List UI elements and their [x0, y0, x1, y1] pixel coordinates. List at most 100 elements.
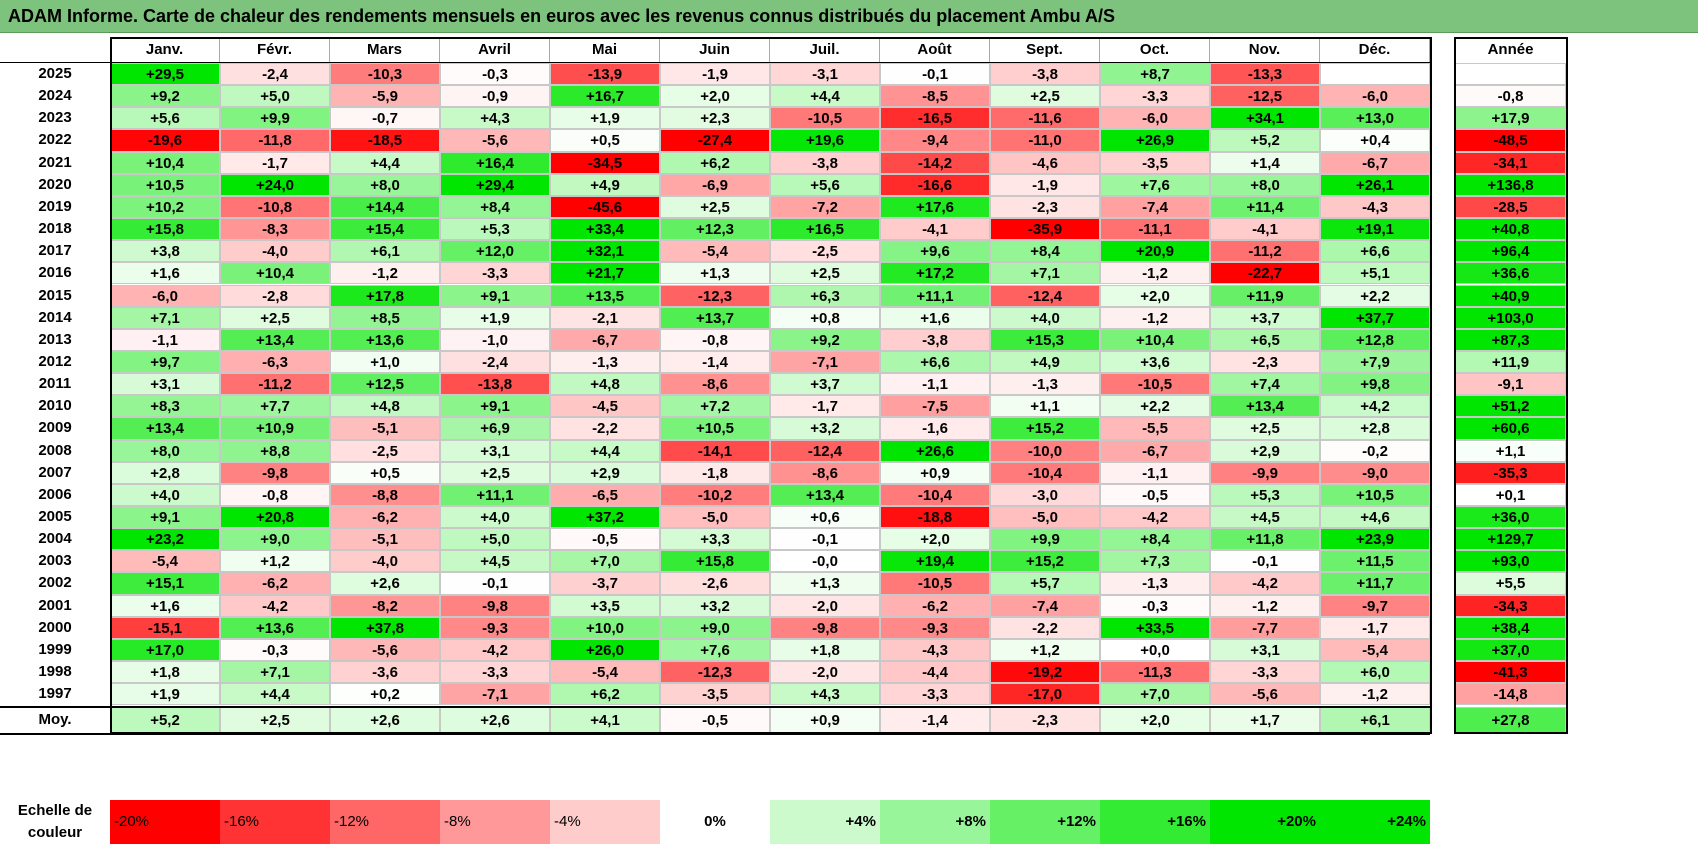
average-cell: -1,4: [880, 707, 990, 734]
heatmap-cell: +3,1: [1210, 638, 1320, 662]
heatmap-cell: +1,3: [660, 262, 770, 285]
heatmap-cell: -4,5: [550, 395, 660, 418]
heatmap-cell: +12,8: [1320, 328, 1430, 351]
heatmap-cell: +9,9: [220, 107, 330, 130]
heatmap-cell: +7,6: [660, 638, 770, 662]
heatmap-cell: -1,2: [1320, 683, 1430, 706]
annual-cell: +136,8: [1455, 173, 1566, 196]
legend-swatch: -4%: [550, 800, 660, 844]
heatmap-cell: -3,3: [1100, 85, 1210, 108]
heatmap-cell: -4,2: [440, 638, 550, 662]
page-title: ADAM Informe. Carte de chaleur des rende…: [0, 0, 1698, 33]
heatmap-cell: -10,5: [1100, 373, 1210, 396]
heatmap-cell: +2,5: [990, 85, 1100, 108]
heatmap-cell: +3,1: [440, 439, 550, 462]
heatmap-cell: +7,0: [550, 550, 660, 573]
heatmap-cell: +5,2: [1210, 129, 1320, 152]
heatmap-cell: -4,3: [880, 638, 990, 662]
heatmap-cell: +33,4: [550, 218, 660, 241]
heatmap-cell: +37,7: [1320, 306, 1430, 329]
heatmap-cell: -27,4: [660, 129, 770, 152]
heatmap-cell: -15,1: [110, 616, 220, 639]
legend-swatch: 0%: [660, 800, 770, 844]
heatmap-cell: -4,6: [990, 151, 1100, 174]
row-label: 2018: [0, 218, 110, 241]
heatmap-cell: +37,2: [550, 506, 660, 529]
heatmap-cell: +8,0: [110, 439, 220, 462]
separator-line: [0, 733, 1430, 736]
heatmap-cell: +4,4: [330, 151, 440, 174]
heatmap-cell: -10,5: [770, 107, 880, 130]
row-label: 1997: [0, 683, 110, 706]
heatmap-cell: -3,8: [770, 151, 880, 174]
heatmap-cell: +15,8: [660, 550, 770, 573]
heatmap-cell: -6,2: [330, 506, 440, 529]
column-header: Déc.: [1320, 37, 1430, 62]
heatmap-cell: -5,5: [1100, 417, 1210, 440]
annual-cell: -14,8: [1455, 683, 1566, 706]
row-label: 2000: [0, 616, 110, 639]
heatmap-cell: +26,6: [880, 439, 990, 462]
heatmap-cell: -6,0: [110, 284, 220, 307]
heatmap-cell: -9,8: [770, 616, 880, 639]
heatmap-cell: +6,0: [1320, 661, 1430, 684]
heatmap-cell: -1,3: [990, 373, 1100, 396]
heatmap-cell: +4,4: [770, 85, 880, 108]
heatmap-cell: +4,0: [440, 506, 550, 529]
heatmap-cell: -2,5: [770, 240, 880, 263]
heatmap-cell: -11,6: [990, 107, 1100, 130]
heatmap-cell: +4,5: [1210, 506, 1320, 529]
row-label: 2011: [0, 373, 110, 396]
heatmap-cell: -8,5: [880, 85, 990, 108]
heatmap-cell: -4,1: [880, 218, 990, 241]
heatmap-cell: -0,1: [440, 572, 550, 595]
heatmap-cell: -5,0: [660, 506, 770, 529]
row-label: 2025: [0, 63, 110, 86]
heatmap-cell: -1,1: [1100, 461, 1210, 484]
heatmap-cell: -3,8: [880, 328, 990, 351]
legend-swatch: -16%: [220, 800, 330, 844]
row-label: 1999: [0, 638, 110, 662]
annual-cell: +96,4: [1455, 240, 1566, 263]
heatmap-cell: +29,4: [440, 173, 550, 196]
heatmap-cell: +1,6: [110, 594, 220, 617]
heatmap-cell: +2,8: [110, 461, 220, 484]
heatmap-cell: +2,0: [880, 528, 990, 551]
heatmap-cell: +33,5: [1100, 616, 1210, 639]
heatmap-cell: +0,5: [550, 129, 660, 152]
heatmap-cell: -11,0: [990, 129, 1100, 152]
heatmap-cell: +2,0: [660, 85, 770, 108]
heatmap-cell: +11,1: [880, 284, 990, 307]
heatmap-cell: +3,2: [660, 594, 770, 617]
heatmap-cell: +7,3: [1100, 550, 1210, 573]
heatmap-cell: -5,1: [330, 528, 440, 551]
heatmap-cell: +7,7: [220, 395, 330, 418]
heatmap-cell: -10,5: [880, 572, 990, 595]
heatmap-cell: -6,2: [880, 594, 990, 617]
heatmap-cell: -2,4: [440, 350, 550, 374]
heatmap-cell: +8,8: [220, 439, 330, 462]
heatmap-cell: -8,2: [330, 594, 440, 617]
heatmap-cell: -6,5: [550, 483, 660, 506]
heatmap-cell: -1,7: [220, 151, 330, 174]
heatmap-cell: +8,4: [440, 195, 550, 219]
heatmap-cell: -16,6: [880, 173, 990, 196]
row-label: 2020: [0, 173, 110, 196]
heatmap-cell: +10,4: [1100, 328, 1210, 351]
heatmap-cell: +12,0: [440, 240, 550, 263]
annual-cell: -28,5: [1455, 195, 1566, 219]
heatmap-cell: -0,7: [330, 107, 440, 130]
heatmap-cell: -0,5: [1100, 483, 1210, 506]
heatmap-cell: +6,9: [440, 417, 550, 440]
heatmap-cell: -10,0: [990, 439, 1100, 462]
heatmap-cell: +15,4: [330, 218, 440, 241]
heatmap-cell: -0,8: [220, 483, 330, 506]
annual-cell: +5,5: [1455, 572, 1566, 595]
heatmap-cell: +17,8: [330, 284, 440, 307]
heatmap-cell: -2,0: [770, 661, 880, 684]
average-cell: +2,6: [330, 707, 440, 734]
heatmap-cell: -4,1: [1210, 218, 1320, 241]
heatmap-cell: +9,9: [990, 528, 1100, 551]
heatmap-cell: -11,2: [220, 373, 330, 396]
row-label: 2007: [0, 461, 110, 484]
